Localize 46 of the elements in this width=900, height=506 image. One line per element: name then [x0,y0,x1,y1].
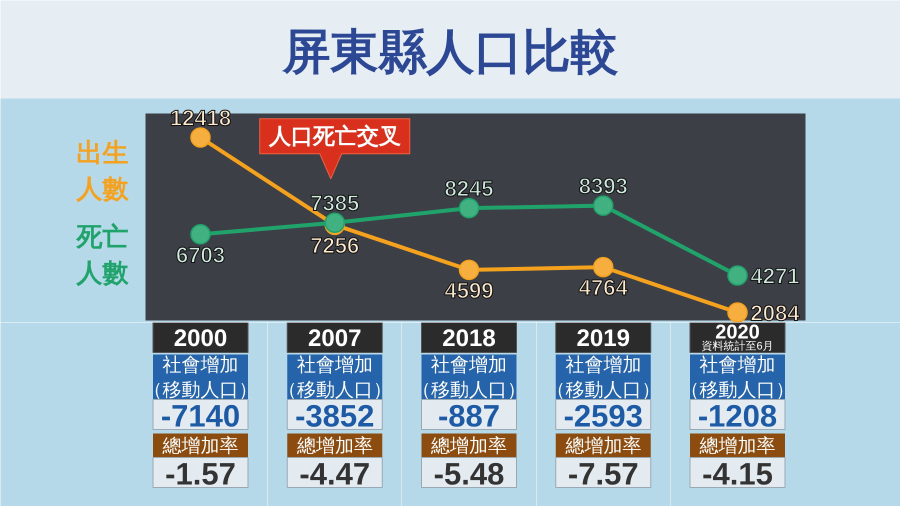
y-tick-label: 社會增加（移動人口） [412,354,526,402]
y-tick-label: 總增加率 [430,435,507,457]
point [727,265,748,286]
data-label: -4.47 [299,456,370,492]
x-tick-label: 2007 [308,325,362,352]
annotation: 人口死亡交叉 [268,124,401,149]
data-label: -2593 [564,398,643,434]
data-label: 4271 [750,263,800,288]
y-tick-label: 總增加率 [564,435,642,457]
chart-title: 屏東縣人口比較 [282,26,618,79]
point [593,256,614,278]
y-tick-label: 社會增加（移動人口） [680,354,794,402]
x-tick-label: 2000 [174,325,228,352]
point [593,195,614,216]
data-label: -1.57 [165,456,236,492]
point [190,127,211,148]
x-tick-label: 2019 [576,325,630,352]
data-label: -5.48 [434,456,504,492]
text: 出生人數 [76,138,130,204]
data-label: -7.57 [568,456,639,492]
data-label: 12418 [170,106,232,130]
y-tick-label: 總增加率 [698,435,776,457]
data-label: 7256 [310,232,360,258]
data-label: 8245 [444,176,494,202]
point [458,198,480,218]
y-tick-label: 社會增加（移動人口） [278,354,392,402]
data-label: -7140 [160,398,240,434]
point [727,302,748,322]
data-label: 2084 [750,300,800,326]
data-label: 7385 [310,190,360,216]
y-tick-label: 社會增加（移動人口） [546,354,660,402]
y-tick-label: 總增加率 [162,435,238,457]
data-label: 6703 [176,242,225,268]
data-label: -887 [438,398,500,434]
data-label: 4764 [578,275,628,300]
y-tick-label: 社會增加（移動人口） [144,354,258,402]
data-label: -3852 [295,398,374,434]
data-label: 4599 [444,278,494,303]
data-label: -1208 [698,398,778,434]
text: 死亡人數 [76,222,130,288]
x-tick-label: 2018 [442,325,496,352]
point [458,260,480,280]
data-label: 8393 [578,174,628,199]
y-tick-label: 總增加率 [296,435,373,457]
data-label: -4.15 [702,456,773,492]
point [190,224,211,245]
